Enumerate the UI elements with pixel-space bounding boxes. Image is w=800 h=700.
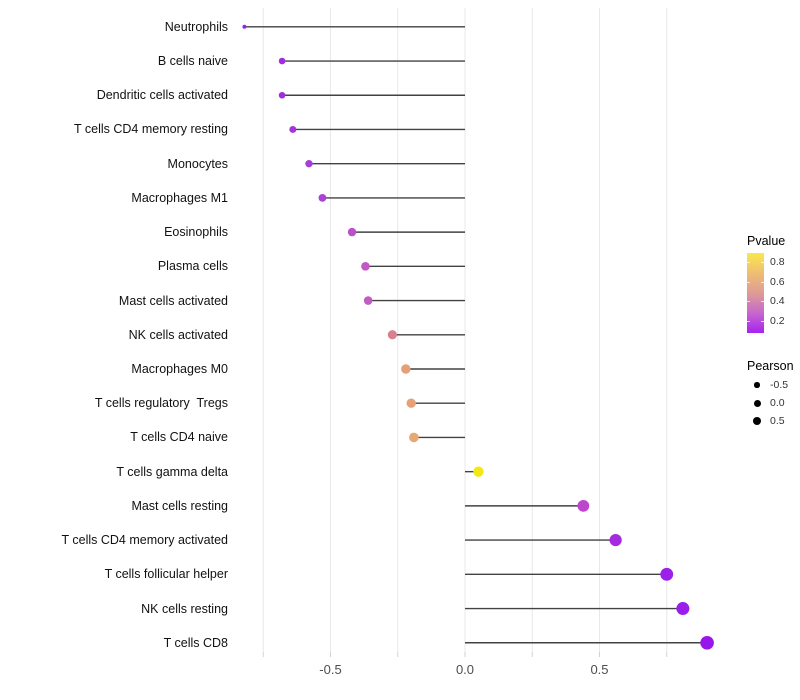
lollipop-dot	[409, 432, 419, 443]
y-axis-label: T cells CD4 memory activated	[61, 533, 229, 548]
y-axis-label: T cells gamma delta	[116, 464, 228, 479]
lollipop-dot	[473, 466, 484, 477]
y-axis-label: T cells regulatory Tregs	[94, 396, 228, 411]
lollipop-dot	[387, 330, 397, 340]
pvalue-legend-title: Pvalue	[747, 234, 786, 248]
lollipop-dot	[278, 91, 286, 99]
colorbar-tick-mark	[761, 301, 764, 302]
y-axis-label: T cells CD4 naive	[130, 430, 228, 445]
lollipop-dot	[406, 398, 416, 408]
pearson-legend-label: 0.0	[770, 397, 785, 409]
x-axis-tick-label: 0.5	[590, 662, 609, 677]
lollipop-dot	[660, 567, 674, 581]
y-axis-label: T cells CD4 memory resting	[74, 122, 228, 137]
lollipop-dot	[609, 534, 622, 547]
lollipop-dot	[305, 159, 313, 168]
y-axis-label: Plasma cells	[157, 259, 228, 274]
lollipop-dot	[363, 296, 373, 305]
colorbar-tick-mark	[761, 281, 764, 283]
y-axis-label: NK cells activated	[128, 327, 228, 342]
colorbar-tick-mark	[761, 320, 764, 322]
pearson-legend-dot	[752, 416, 762, 426]
lollipop-dot	[289, 125, 297, 133]
pvalue-tick-label: 0.6	[770, 275, 785, 288]
colorbar-tick-mark	[747, 262, 750, 263]
y-axis-label: NK cells resting	[141, 601, 228, 616]
colorbar-tick-mark	[747, 301, 750, 302]
colorbar-tick-mark	[761, 262, 764, 263]
pearson-legend-label: 0.5	[770, 415, 785, 427]
lollipop-dot	[347, 227, 357, 237]
y-axis-label: Macrophages M0	[131, 362, 228, 376]
colorbar-tick-mark	[747, 281, 750, 283]
y-axis-label: Macrophages M1	[131, 190, 228, 205]
lollipop-dot	[676, 602, 690, 616]
pearson-legend-dot	[754, 382, 760, 388]
pearson-legend-dot	[753, 399, 761, 407]
pvalue-tick-label: 0.2	[770, 314, 785, 327]
pvalue-tick-label: 0.4	[770, 295, 785, 307]
y-axis-label: B cells naive	[157, 54, 228, 69]
y-axis-label: T cells CD8	[163, 635, 228, 650]
lollipop-dot	[242, 24, 247, 29]
y-axis-label: Neutrophils	[164, 19, 228, 34]
y-axis-label: Mast cells resting	[131, 498, 228, 513]
colorbar-tick-mark	[747, 320, 750, 322]
lollipop-dot	[700, 635, 714, 650]
x-axis-tick-label: 0.0	[455, 662, 475, 677]
y-axis-label: Eosinophils	[164, 225, 228, 240]
lollipop-dot	[577, 499, 590, 512]
pearson-legend-title: Pearson	[747, 359, 794, 373]
y-axis-label: Dendritic cells activated	[96, 88, 228, 103]
lollipop-dot	[401, 364, 411, 374]
x-axis-tick-label: -0.5	[319, 662, 342, 677]
lollipop-dot	[361, 262, 370, 271]
lollipop-dot	[318, 194, 327, 202]
lollipop-dot	[278, 57, 286, 65]
y-axis-label: T cells follicular helper	[104, 567, 228, 582]
y-axis-label: Mast cells activated	[118, 293, 228, 308]
y-axis-label: Monocytes	[167, 156, 228, 171]
pvalue-tick-label: 0.8	[770, 256, 785, 268]
pvalue-colorbar	[747, 253, 764, 333]
pearson-legend-label: -0.5	[770, 379, 789, 391]
